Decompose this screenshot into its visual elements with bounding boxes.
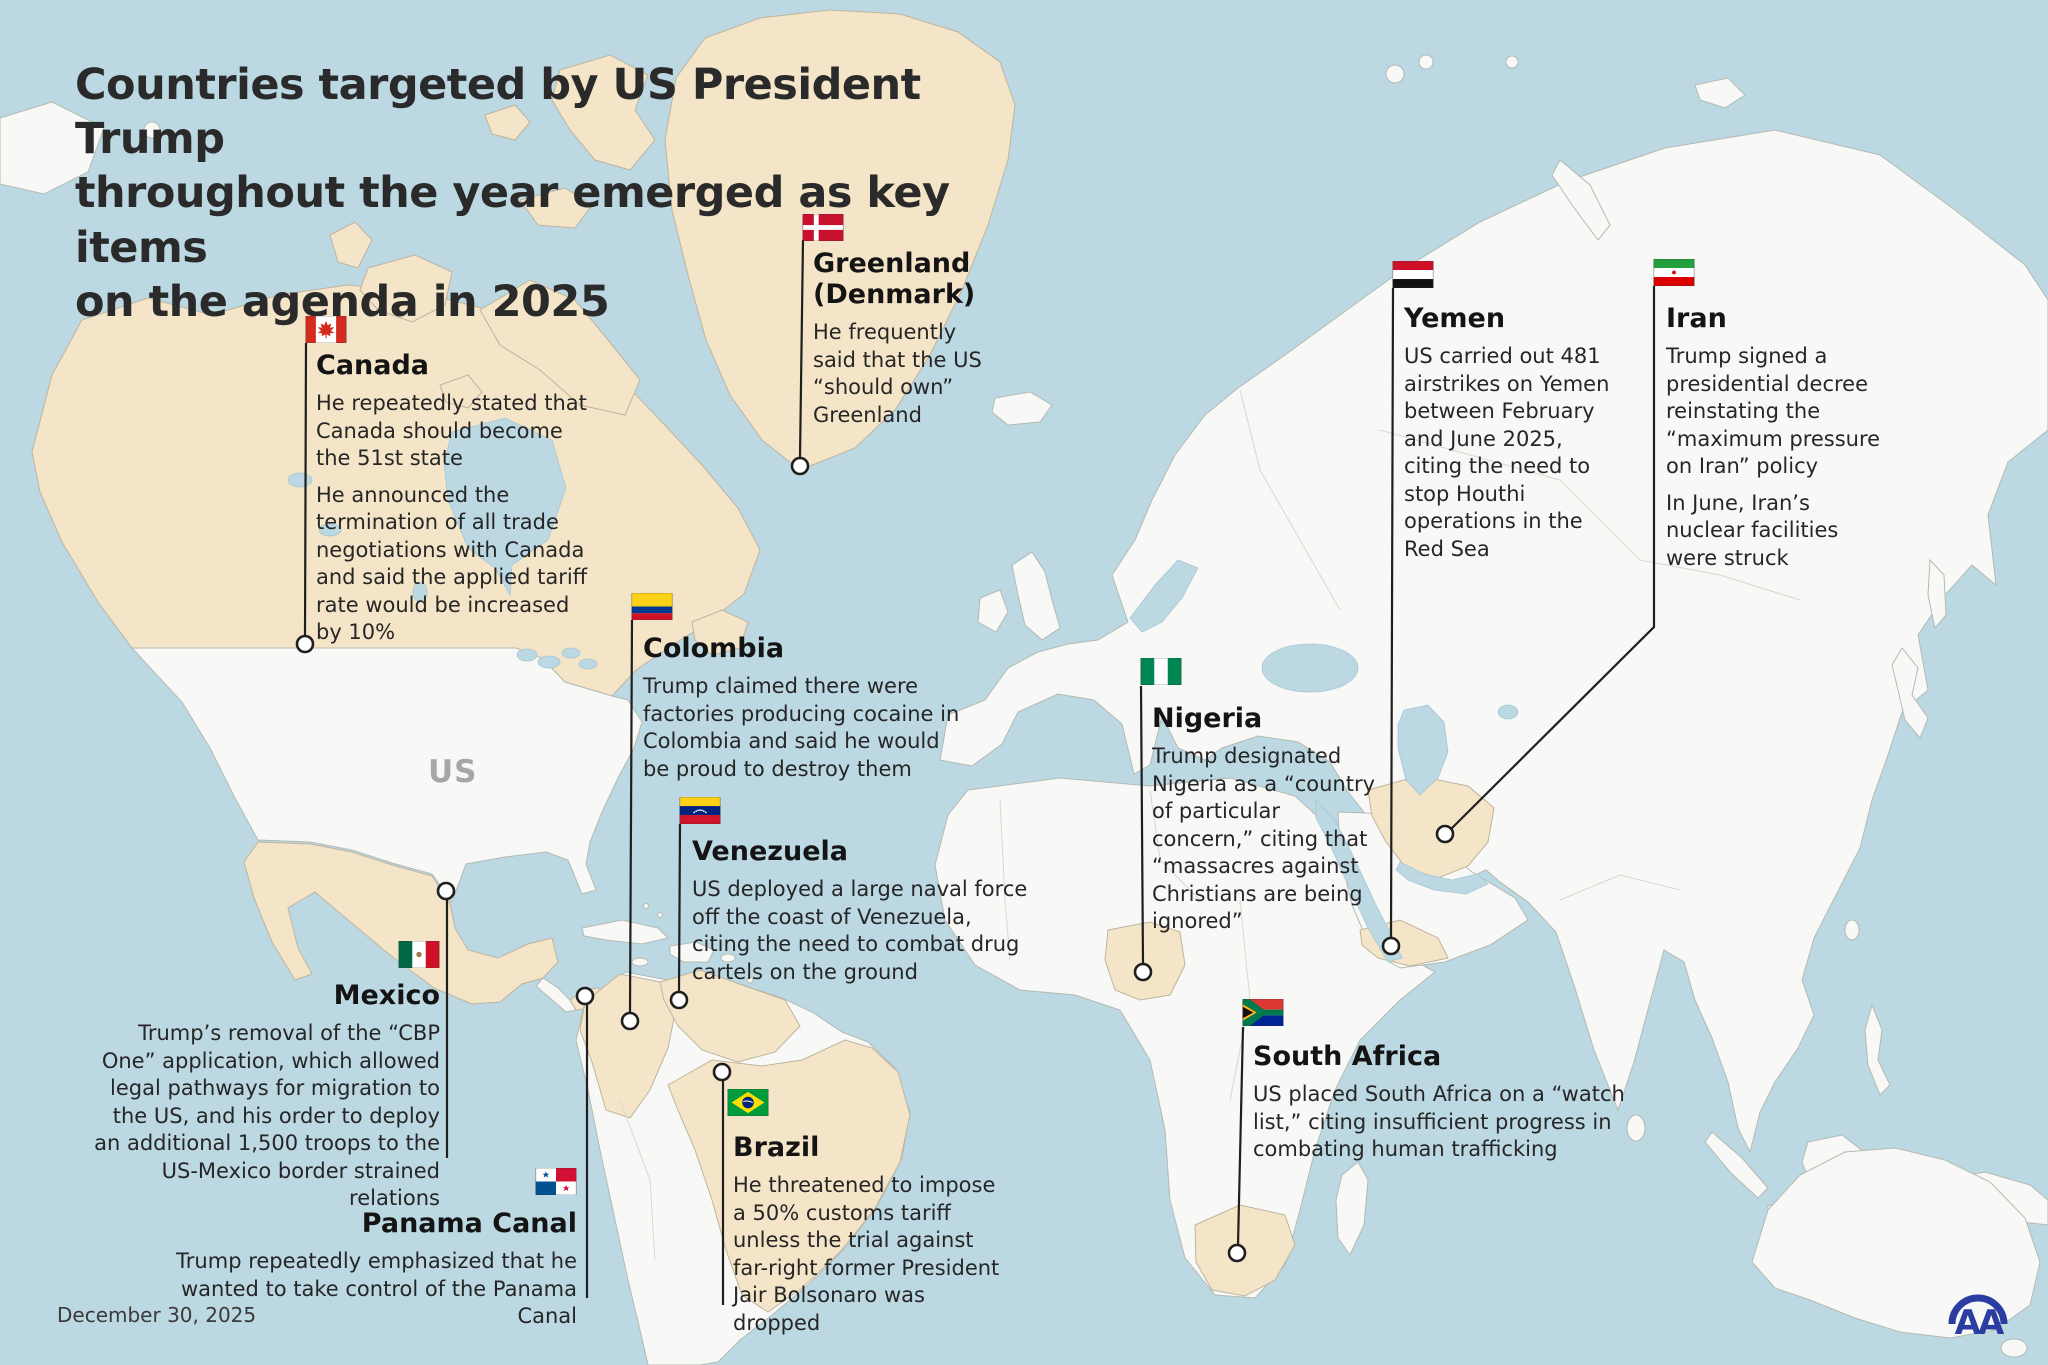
annotation-south-africa: South Africa US placed South Africa on a… [1253, 1041, 1645, 1164]
country-note: Trump repeatedly emphasized that he want… [176, 1249, 577, 1329]
marker-yemen [1381, 936, 1401, 956]
anadolu-agency-logo: AA [1938, 1278, 2018, 1342]
country-note: US placed South Africa on a “watch list,… [1253, 1082, 1625, 1162]
country-name-brazil: Brazil [733, 1132, 820, 1163]
baltic-sea [1129, 559, 1199, 633]
marker-venezuela [669, 990, 689, 1010]
map-region-madagascar [1335, 1161, 1369, 1256]
country-name-canada: Canada [316, 350, 430, 381]
annotation-nigeria: Nigeria Trump designated Nigeria as a “c… [1152, 703, 1380, 936]
leader-line-greenland [798, 239, 805, 459]
annotation-colombia: Colombia Trump claimed there were factor… [643, 633, 965, 783]
country-note: Trump designated Nigeria as a “country o… [1152, 744, 1376, 934]
country-name-mexico: Mexico [333, 980, 440, 1011]
annotation-yemen: Yemen US carried out 481 airstrikes on Y… [1404, 303, 1622, 563]
country-name-venezuela: Venezuela [692, 836, 848, 867]
country-note: He repeatedly stated that Canada should … [316, 391, 587, 471]
country-note: Trump signed a presidential decree reins… [1666, 344, 1881, 479]
country-note: He frequently said that the US “should o… [813, 320, 982, 427]
colombia-flag-icon [631, 593, 673, 620]
south-africa-flag-icon [1242, 999, 1284, 1026]
map-region-uk [1011, 551, 1061, 641]
map-region-nigeria [1104, 921, 1186, 1001]
map-region-us [130, 647, 643, 904]
map-region-japan [1891, 647, 1929, 739]
country-name-nigeria: Nigeria [1152, 703, 1263, 734]
country-note: Trump’s removal of the “CBP One” applica… [94, 1021, 440, 1211]
map-region-cuba [581, 919, 669, 945]
annotation-greenland: Greenland (Denmark) He frequently said t… [813, 248, 998, 429]
country-name-panama-canal: Panama Canal [361, 1208, 577, 1239]
leader-line-canada [303, 342, 308, 637]
denmark-flag-icon [802, 214, 844, 241]
country-name-greenland: Greenland (Denmark) [813, 248, 976, 311]
map-region-venezuela [659, 969, 801, 1063]
country-note: US deployed a large naval force off the … [692, 877, 1028, 984]
country-name-yemen: Yemen [1404, 303, 1506, 334]
leader-line-yemen [1389, 287, 1395, 939]
leader-line-south-africa [1236, 1026, 1245, 1246]
country-note: In June, Iran’s nuclear facilities were … [1666, 490, 1839, 570]
mexico-flag-icon [398, 941, 440, 968]
marker-colombia [620, 1011, 640, 1031]
red-sea [1315, 798, 1403, 963]
marker-iran [1435, 824, 1455, 844]
date-stamp: December 30, 2025 [57, 1303, 257, 1327]
svg-text:AA: AA [1955, 1303, 2005, 1342]
hudson-bay [443, 417, 567, 597]
country-note: Trump claimed there were factories produ… [643, 674, 960, 781]
country-note: US carried out 481 airstrikes on Yemen b… [1404, 344, 1610, 561]
leader-line-venezuela [677, 823, 682, 993]
page-title: Countries targeted by US President Trump… [75, 60, 950, 327]
panama-flag-icon [535, 1168, 577, 1195]
country-note: He announced the termination of all trad… [316, 482, 588, 645]
leader-line-iran [1449, 286, 1656, 831]
map-region-eurasia [939, 129, 2048, 1154]
marker-south-africa [1227, 1243, 1247, 1263]
marker-panama [575, 986, 595, 1006]
annotation-canada: Canada He repeatedly stated that Canada … [316, 350, 588, 647]
black-sea [1261, 643, 1359, 693]
country-name-iran: Iran [1666, 303, 1727, 334]
map-region-australia [1751, 1147, 2041, 1339]
map-region-iceland [991, 391, 1053, 426]
marker-greenland [790, 456, 810, 476]
country-name-colombia: Colombia [643, 633, 785, 664]
annotation-mexico: Mexico Trump’s removal of the “CBP One” … [80, 980, 440, 1213]
annotation-panama-canal: Panama Canal Trump repeatedly emphasized… [157, 1208, 577, 1331]
country-name-south-africa: South Africa [1253, 1041, 1442, 1072]
leader-line-colombia [628, 619, 634, 1014]
yemen-flag-icon [1392, 261, 1434, 288]
us-map-label: US [428, 754, 478, 790]
brazil-flag-icon [727, 1089, 769, 1116]
map-region-chukotka [0, 101, 105, 195]
marker-nigeria [1133, 962, 1153, 982]
country-note: He threatened to impose a 50% customs ta… [733, 1173, 1000, 1335]
marker-canada [295, 634, 315, 654]
map-region-iran [1367, 775, 1495, 879]
annotation-brazil: Brazil He threatened to impose a 50% cus… [733, 1132, 1011, 1337]
iran-flag-icon [1653, 259, 1695, 286]
venezuela-flag-icon [679, 797, 721, 824]
annotation-venezuela: Venezuela US deployed a large naval forc… [692, 836, 1030, 986]
canada-flag-icon [305, 316, 347, 343]
persian-gulf [1395, 861, 1489, 895]
caspian-sea [1397, 704, 1449, 796]
map-region-central-america [535, 977, 577, 1013]
nigeria-flag-icon [1140, 658, 1182, 685]
marker-brazil [712, 1062, 732, 1082]
leader-line-nigeria [1139, 685, 1145, 965]
map-region-philippines [1864, 1003, 1891, 1096]
annotation-iran: Iran Trump signed a presidential decree … [1666, 303, 1886, 572]
marker-mexico [436, 881, 456, 901]
